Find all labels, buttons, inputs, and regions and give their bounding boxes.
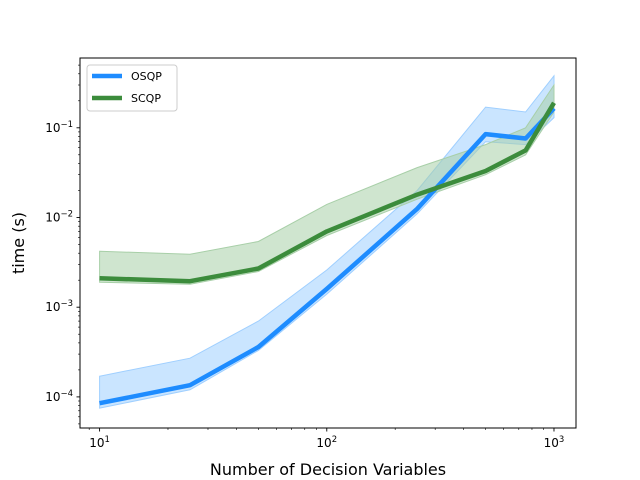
y-tick-label: 10−1 xyxy=(45,120,73,135)
x-axis-ticks: 101 102 103 xyxy=(88,428,565,450)
series-line-osqp xyxy=(99,106,556,406)
y-tick-label: 10−4 xyxy=(45,389,73,404)
y-axis-label: time (s) xyxy=(9,212,28,274)
y-tick-label: 10−2 xyxy=(45,209,73,224)
legend-label-osqp: OSQP xyxy=(131,70,162,83)
series-lines xyxy=(99,101,556,406)
y-tick-label: 10−3 xyxy=(45,299,73,314)
x-axis-label: Number of Decision Variables xyxy=(210,460,446,479)
band-osqp xyxy=(99,74,555,409)
legend-label-scqp: SCQP xyxy=(131,92,161,105)
y-axis-ticks: 10−4 10−3 10−2 10−1 xyxy=(45,64,80,425)
series-line-scqp xyxy=(99,101,556,284)
x-tick-label: 102 xyxy=(316,435,337,450)
confidence-bands xyxy=(99,74,555,409)
band-scqp xyxy=(99,83,555,285)
legend: OSQP SCQP xyxy=(86,64,178,112)
x-tick-label: 101 xyxy=(89,435,110,450)
x-tick-label: 103 xyxy=(544,435,565,450)
plot-frame xyxy=(79,57,577,429)
